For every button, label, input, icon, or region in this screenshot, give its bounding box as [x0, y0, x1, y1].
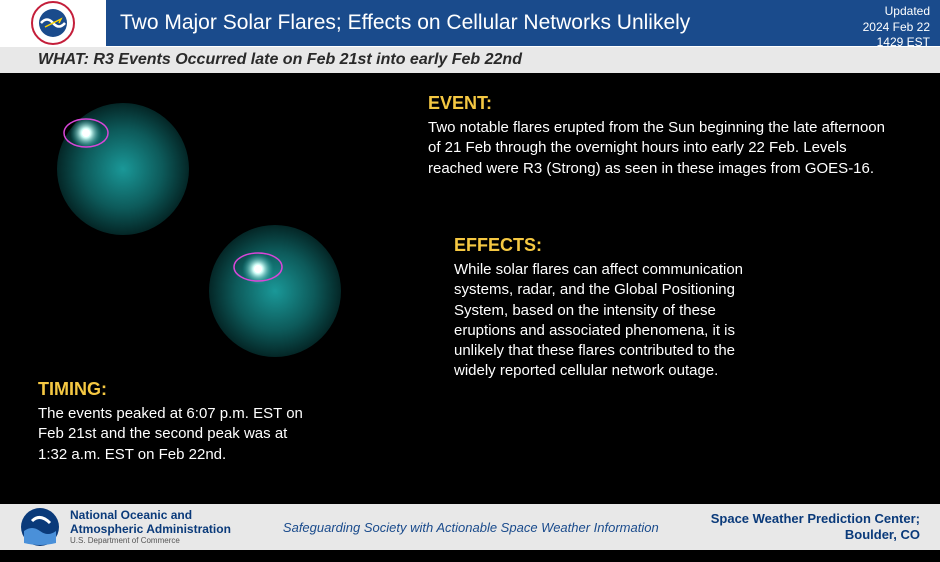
noaa-line2: Atmospheric Administration [70, 523, 231, 537]
swpc-block: Space Weather Prediction Center; Boulder… [711, 511, 940, 542]
content-area: EVENT: Two notable flares erupted from t… [0, 73, 940, 493]
swpc-line2: Boulder, CO [711, 527, 920, 543]
footer-bar: National Oceanic and Atmospheric Adminis… [0, 504, 940, 550]
event-section: EVENT: Two notable flares erupted from t… [428, 93, 898, 179]
swpc-line1: Space Weather Prediction Center; [711, 511, 920, 527]
nws-logo-box [0, 0, 106, 46]
timing-section: TIMING: The events peaked at 6:07 p.m. E… [38, 379, 318, 465]
noaa-logo-icon [20, 507, 60, 547]
timing-body: The events peaked at 6:07 p.m. EST on Fe… [38, 404, 318, 465]
sun-image-1 [38, 91, 208, 241]
title-box: Two Major Solar Flares; Effects on Cellu… [106, 0, 830, 46]
subheader-bar: WHAT: R3 Events Occurred late on Feb 21s… [0, 46, 940, 73]
timing-label: TIMING: [38, 379, 318, 400]
effects-body: While solar flares can affect communicat… [454, 260, 774, 382]
updated-date: 2024 Feb 22 [830, 20, 930, 36]
nws-logo-icon [31, 1, 75, 45]
event-body: Two notable flares erupted from the Sun … [428, 118, 898, 179]
event-label: EVENT: [428, 93, 898, 114]
footer-tagline: Safeguarding Society with Actionable Spa… [231, 520, 711, 535]
updated-box: Updated 2024 Feb 22 1429 EST [830, 0, 940, 46]
effects-section: EFFECTS: While solar flares can affect c… [454, 235, 774, 382]
noaa-line1: National Oceanic and [70, 509, 231, 523]
sun-image-2 [190, 213, 360, 363]
updated-time: 1429 EST [830, 35, 930, 51]
updated-label: Updated [830, 4, 930, 20]
noaa-text-block: National Oceanic and Atmospheric Adminis… [70, 509, 231, 546]
header-bar: Two Major Solar Flares; Effects on Cellu… [0, 0, 940, 46]
subheader-text: WHAT: R3 Events Occurred late on Feb 21s… [38, 51, 522, 68]
effects-label: EFFECTS: [454, 235, 774, 256]
noaa-sub: U.S. Department of Commerce [70, 536, 231, 545]
page-title: Two Major Solar Flares; Effects on Cellu… [120, 11, 690, 35]
